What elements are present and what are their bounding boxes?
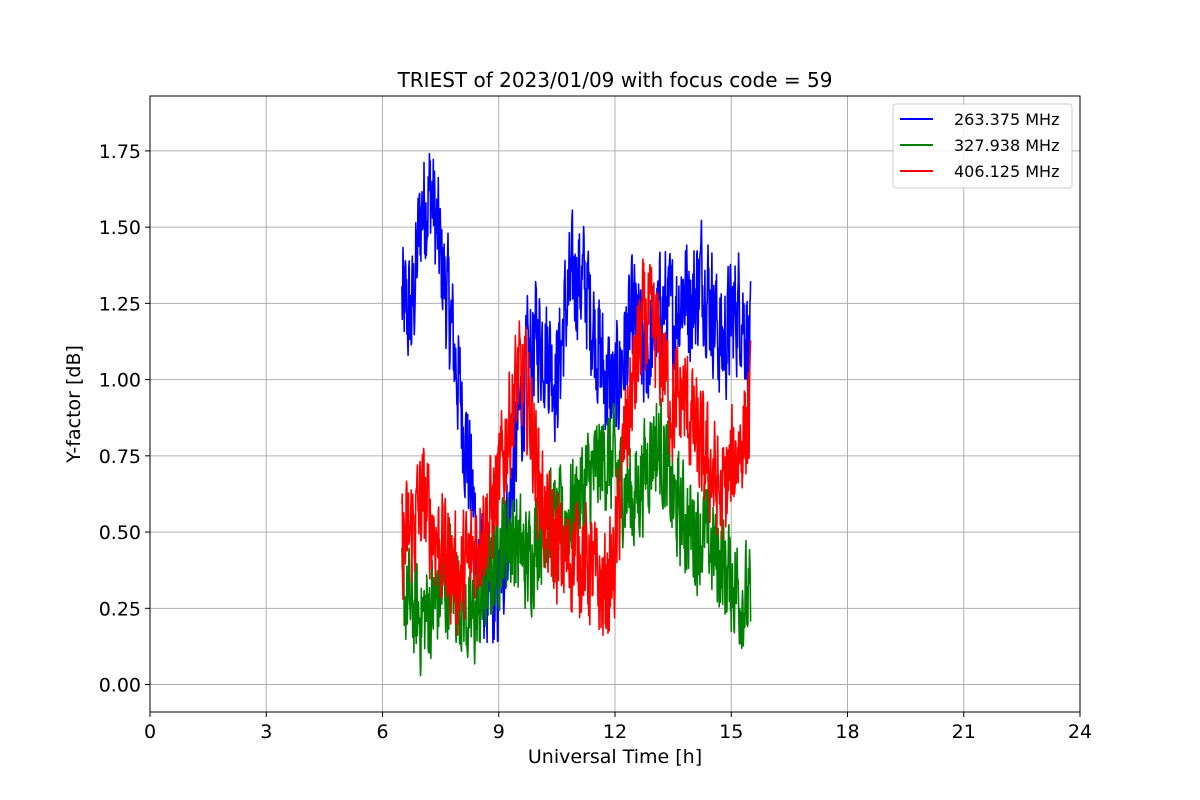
- y-axis-title: Y-factor [dB]: [63, 345, 85, 464]
- legend: 263.375 MHz 327.938 MHz 406.125 MHz: [892, 103, 1073, 189]
- x-tick-label: 0: [144, 721, 156, 743]
- chart-title: TRIEST of 2023/01/09 with focus code = 5…: [397, 68, 833, 92]
- y-tick-label: 1.25: [99, 293, 141, 315]
- x-tick-label: 9: [493, 721, 505, 743]
- y-tick-label: 0.00: [99, 675, 141, 697]
- x-tick-label: 18: [835, 721, 859, 743]
- x-tick-label: 21: [952, 721, 976, 743]
- x-tick-label: 24: [1068, 721, 1092, 743]
- y-tick-label: 1.75: [99, 141, 141, 163]
- x-tick-label: 15: [719, 721, 743, 743]
- y-tick-label: 1.50: [99, 217, 141, 239]
- x-tick-label: 12: [603, 721, 627, 743]
- series-layer: [401, 152, 752, 677]
- x-tick-label: 6: [376, 721, 388, 743]
- series-line: [401, 258, 752, 636]
- y-tick-label: 0.50: [99, 522, 141, 544]
- legend-label: 263.375 MHz: [954, 110, 1059, 129]
- legend-box: [892, 103, 1073, 189]
- legend-label: 406.125 MHz: [954, 162, 1059, 181]
- y-tick-label: 0.25: [99, 598, 141, 620]
- y-tick-label: 0.75: [99, 446, 141, 468]
- x-tick-label: 3: [260, 721, 272, 743]
- y-tick-label: 1.00: [99, 370, 141, 392]
- legend-label: 327.938 MHz: [954, 136, 1059, 155]
- x-axis-title: Universal Time [h]: [528, 746, 702, 768]
- series-line: [401, 152, 752, 644]
- ticks: 0 3 6 9 12 15 18 21 24 0.00 0.25 0.50 0.75 1.00 1.25 1.…: [99, 141, 1092, 743]
